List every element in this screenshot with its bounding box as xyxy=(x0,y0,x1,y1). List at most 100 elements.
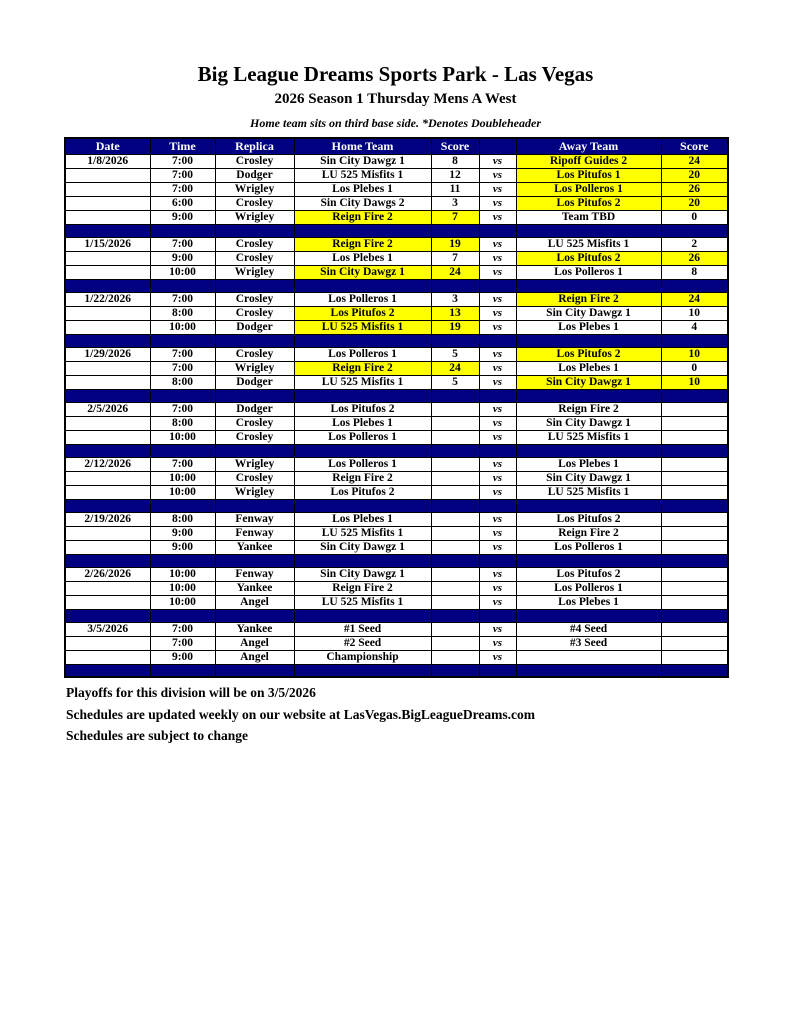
separator-cell xyxy=(515,333,662,348)
separator-cell xyxy=(515,663,662,678)
table-header-row: Date Time Replica Home Team Score Away T… xyxy=(64,137,729,155)
separator-cell xyxy=(430,388,480,403)
date-cell: 1/15/2026 xyxy=(64,236,151,252)
date-cell: 1/8/2026 xyxy=(64,153,151,169)
game-row: 10:00 Yankee Reign Fire 2 vs Los Polleros 1 xyxy=(64,580,729,596)
col-header-away-score: Score xyxy=(660,137,729,155)
col-header-replica: Replica xyxy=(214,137,295,155)
replica-cell: Angel xyxy=(214,594,295,610)
away-score-cell xyxy=(660,649,729,665)
separator-cell xyxy=(149,443,216,458)
separator-cell xyxy=(660,553,729,568)
separator-cell xyxy=(478,443,517,458)
home-team-cell: Los Polleros 1 xyxy=(293,456,432,472)
vs-cell: vs xyxy=(478,209,517,225)
away-team-cell: Los Plebes 1 xyxy=(515,456,662,472)
separator-cell xyxy=(64,388,151,403)
away-team-cell: Los Pitufos 2 xyxy=(515,250,662,266)
vs-cell: vs xyxy=(478,429,517,445)
away-score-cell: 4 xyxy=(660,319,729,335)
separator-cell xyxy=(478,278,517,293)
game-row: 2/5/2026 7:00 Dodger Los Pitufos 2 vs Reign F… xyxy=(64,401,729,417)
date-cell: 2/5/2026 xyxy=(64,401,151,417)
game-row: 7:00 Dodger LU 525 Misfits 1 12 vs Los Pitufo… xyxy=(64,167,729,183)
away-score-cell: 2 xyxy=(660,236,729,252)
replica-cell: Yankee xyxy=(214,580,295,596)
separator-cell xyxy=(293,223,432,238)
away-team-cell: Los Polleros 1 xyxy=(515,580,662,596)
away-score-cell xyxy=(660,566,729,582)
game-row: 9:00 Fenway LU 525 Misfits 1 vs Reign Fire 2 xyxy=(64,525,729,541)
separator-cell xyxy=(660,663,729,678)
home-team-cell: Los Plebes 1 xyxy=(293,181,432,197)
away-score-cell xyxy=(660,580,729,596)
away-score-cell xyxy=(660,635,729,651)
col-header-vs xyxy=(478,137,517,155)
home-team-cell: Los Plebes 1 xyxy=(293,511,432,527)
time-cell: 7:00 xyxy=(149,346,216,362)
date-cell xyxy=(64,649,151,665)
time-cell: 7:00 xyxy=(149,236,216,252)
replica-cell: Dodger xyxy=(214,167,295,183)
home-team-cell: Sin City Dawgz 1 xyxy=(293,153,432,169)
home-team-cell: Sin City Dawgz 1 xyxy=(293,566,432,582)
away-score-cell xyxy=(660,511,729,527)
vs-cell: vs xyxy=(478,621,517,637)
time-cell: 10:00 xyxy=(149,429,216,445)
schedule-note: Home team sits on third base side. *Deno… xyxy=(250,115,541,130)
separator-cell xyxy=(430,333,480,348)
separator-cell xyxy=(214,333,295,348)
footer: Playoffs for this division will be on 3/… xyxy=(66,684,791,745)
separator-cell xyxy=(515,223,662,238)
time-cell: 6:00 xyxy=(149,195,216,211)
home-score-cell xyxy=(430,621,480,637)
separator-cell xyxy=(149,333,216,348)
replica-cell: Wrigley xyxy=(214,181,295,197)
time-cell: 8:00 xyxy=(149,305,216,321)
away-team-cell: Team TBD xyxy=(515,209,662,225)
away-team-cell xyxy=(515,649,662,665)
replica-cell: Crosley xyxy=(214,470,295,486)
date-cell xyxy=(64,209,151,225)
away-score-cell: 0 xyxy=(660,209,729,225)
game-row: 1/15/2026 7:00 Crosley Reign Fire 2 19 vs LU 5… xyxy=(64,236,729,252)
away-team-cell: Los Polleros 1 xyxy=(515,264,662,280)
away-score-cell: 20 xyxy=(660,195,729,211)
away-team-cell: Los Polleros 1 xyxy=(515,539,662,555)
away-team-cell: Sin City Dawgz 1 xyxy=(515,415,662,431)
game-row: 9:00 Angel Championship vs xyxy=(64,649,729,665)
date-cell: 1/29/2026 xyxy=(64,346,151,362)
separator-row xyxy=(64,498,729,513)
vs-cell: vs xyxy=(478,305,517,321)
vs-cell: vs xyxy=(478,167,517,183)
separator-cell xyxy=(660,278,729,293)
time-cell: 7:00 xyxy=(149,360,216,376)
separator-cell xyxy=(214,388,295,403)
footer-website-line: Schedules are updated weekly on our webs… xyxy=(66,706,536,722)
vs-cell: vs xyxy=(478,374,517,390)
home-team-cell: LU 525 Misfits 1 xyxy=(293,319,432,335)
vs-cell: vs xyxy=(478,153,517,169)
away-score-cell: 10 xyxy=(660,346,729,362)
home-score-cell: 13 xyxy=(430,305,480,321)
away-team-cell: Los Pitufos 1 xyxy=(515,167,662,183)
separator-cell xyxy=(430,278,480,293)
separator-cell xyxy=(64,278,151,293)
vs-cell: vs xyxy=(478,264,517,280)
date-cell xyxy=(64,181,151,197)
away-score-cell: 24 xyxy=(660,153,729,169)
date-cell xyxy=(64,580,151,596)
separator-cell xyxy=(478,223,517,238)
date-cell: 3/5/2026 xyxy=(64,621,151,637)
home-team-cell: LU 525 Misfits 1 xyxy=(293,374,432,390)
separator-cell xyxy=(293,443,432,458)
home-team-cell: Reign Fire 2 xyxy=(293,580,432,596)
separator-cell xyxy=(515,608,662,623)
vs-cell: vs xyxy=(478,484,517,500)
away-score-cell xyxy=(660,484,729,500)
date-cell xyxy=(64,374,151,390)
home-score-cell: 11 xyxy=(430,181,480,197)
away-team-cell: Los Polleros 1 xyxy=(515,181,662,197)
date-cell: 2/12/2026 xyxy=(64,456,151,472)
